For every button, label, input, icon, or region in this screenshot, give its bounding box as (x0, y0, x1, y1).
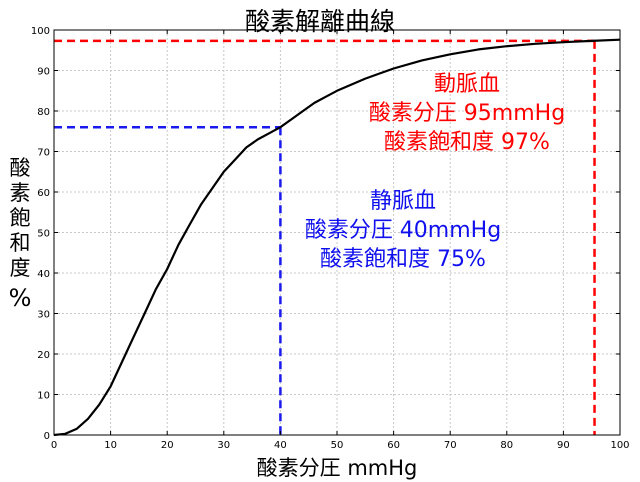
y-tick-label: 0 (44, 431, 50, 442)
arterial-annotation: 動脈血 酸素分圧 95mmHg 酸素飽和度 97% (344, 70, 590, 157)
y-tick-label: 10 (37, 391, 50, 402)
reference-lines (54, 39, 596, 435)
y-tick-label: 40 (37, 269, 50, 280)
curve-layer (53, 38, 621, 437)
y-tick-label: 30 (37, 310, 50, 321)
x-tick-label: 10 (104, 440, 117, 451)
x-tick-label: 0 (51, 440, 57, 451)
venous-annotation-heading: 静脈血 (369, 189, 436, 214)
y-axis-label-char: 酸 (9, 156, 31, 180)
y-tick-label: 80 (37, 107, 50, 118)
y-tick-label: 50 (37, 229, 50, 240)
arterial-annotation-pressure: 酸素分圧 95mmHg (368, 101, 566, 126)
y-axis-label-char: 飽 (9, 206, 31, 230)
venous-annotation-pressure: 酸素分圧 40mmHg (304, 218, 502, 243)
x-tick-label: 100 (610, 440, 629, 451)
y-tick-label: 20 (37, 350, 50, 361)
y-tick-label: 70 (37, 148, 50, 159)
tick-labels: 0 10 20 30 40 50 60 70 80 90 100 0 10 20 30 40 50 60 70 80 9… (31, 26, 630, 451)
arterial-annotation-saturation: 酸素飽和度 97% (384, 130, 550, 155)
venous-annotation-saturation: 酸素飽和度 75% (320, 247, 486, 272)
x-axis-label: 酸素分圧 mmHg (256, 456, 418, 480)
y-axis-label: 酸 素 飽 和 度 % (4, 156, 36, 311)
axes (53, 29, 621, 436)
x-tick-label: 20 (161, 440, 174, 451)
x-tick-label: 40 (274, 440, 287, 451)
y-axis-label-char: 度 (9, 256, 31, 280)
x-tick-label: 30 (217, 440, 230, 451)
y-tick-label: 90 (37, 67, 50, 78)
y-axis-unit: % (8, 284, 32, 312)
x-tick-label: 50 (331, 440, 344, 451)
dissociation-curve-line (53, 38, 621, 437)
x-tick-label: 80 (500, 440, 513, 451)
y-axis-label-char: 素 (9, 181, 31, 205)
venous-annotation: 静脈血 酸素分圧 40mmHg 酸素飽和度 75% (280, 187, 526, 274)
y-axis-label-char: 和 (9, 231, 31, 255)
x-tick-label: 70 (444, 440, 457, 451)
y-tick-label: 60 (37, 188, 50, 199)
arterial-annotation-heading: 動脈血 (433, 72, 500, 97)
y-tick-label: 100 (31, 26, 50, 37)
x-tick-label: 60 (387, 440, 400, 451)
chart-title: 酸素解離曲線 (244, 7, 395, 36)
x-tick-label: 90 (557, 440, 570, 451)
